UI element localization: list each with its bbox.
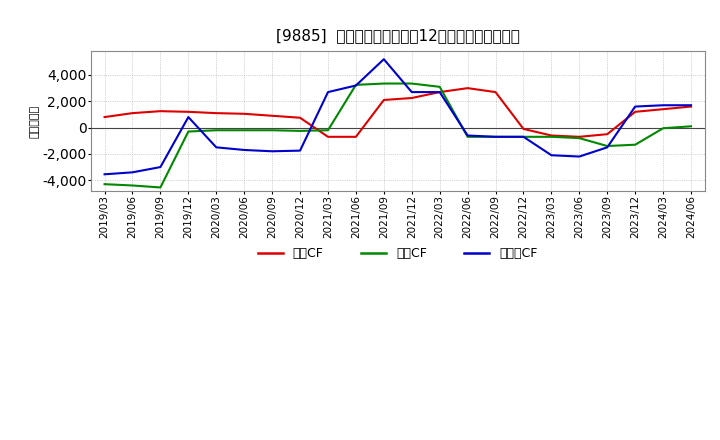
Y-axis label: （百万円）: （百万円）: [30, 104, 40, 138]
Title: [9885]  キャッシュフローの12か月移動合計の推移: [9885] キャッシュフローの12か月移動合計の推移: [276, 28, 520, 43]
Legend: 営業CF, 投資CF, フリーCF: 営業CF, 投資CF, フリーCF: [253, 242, 543, 265]
